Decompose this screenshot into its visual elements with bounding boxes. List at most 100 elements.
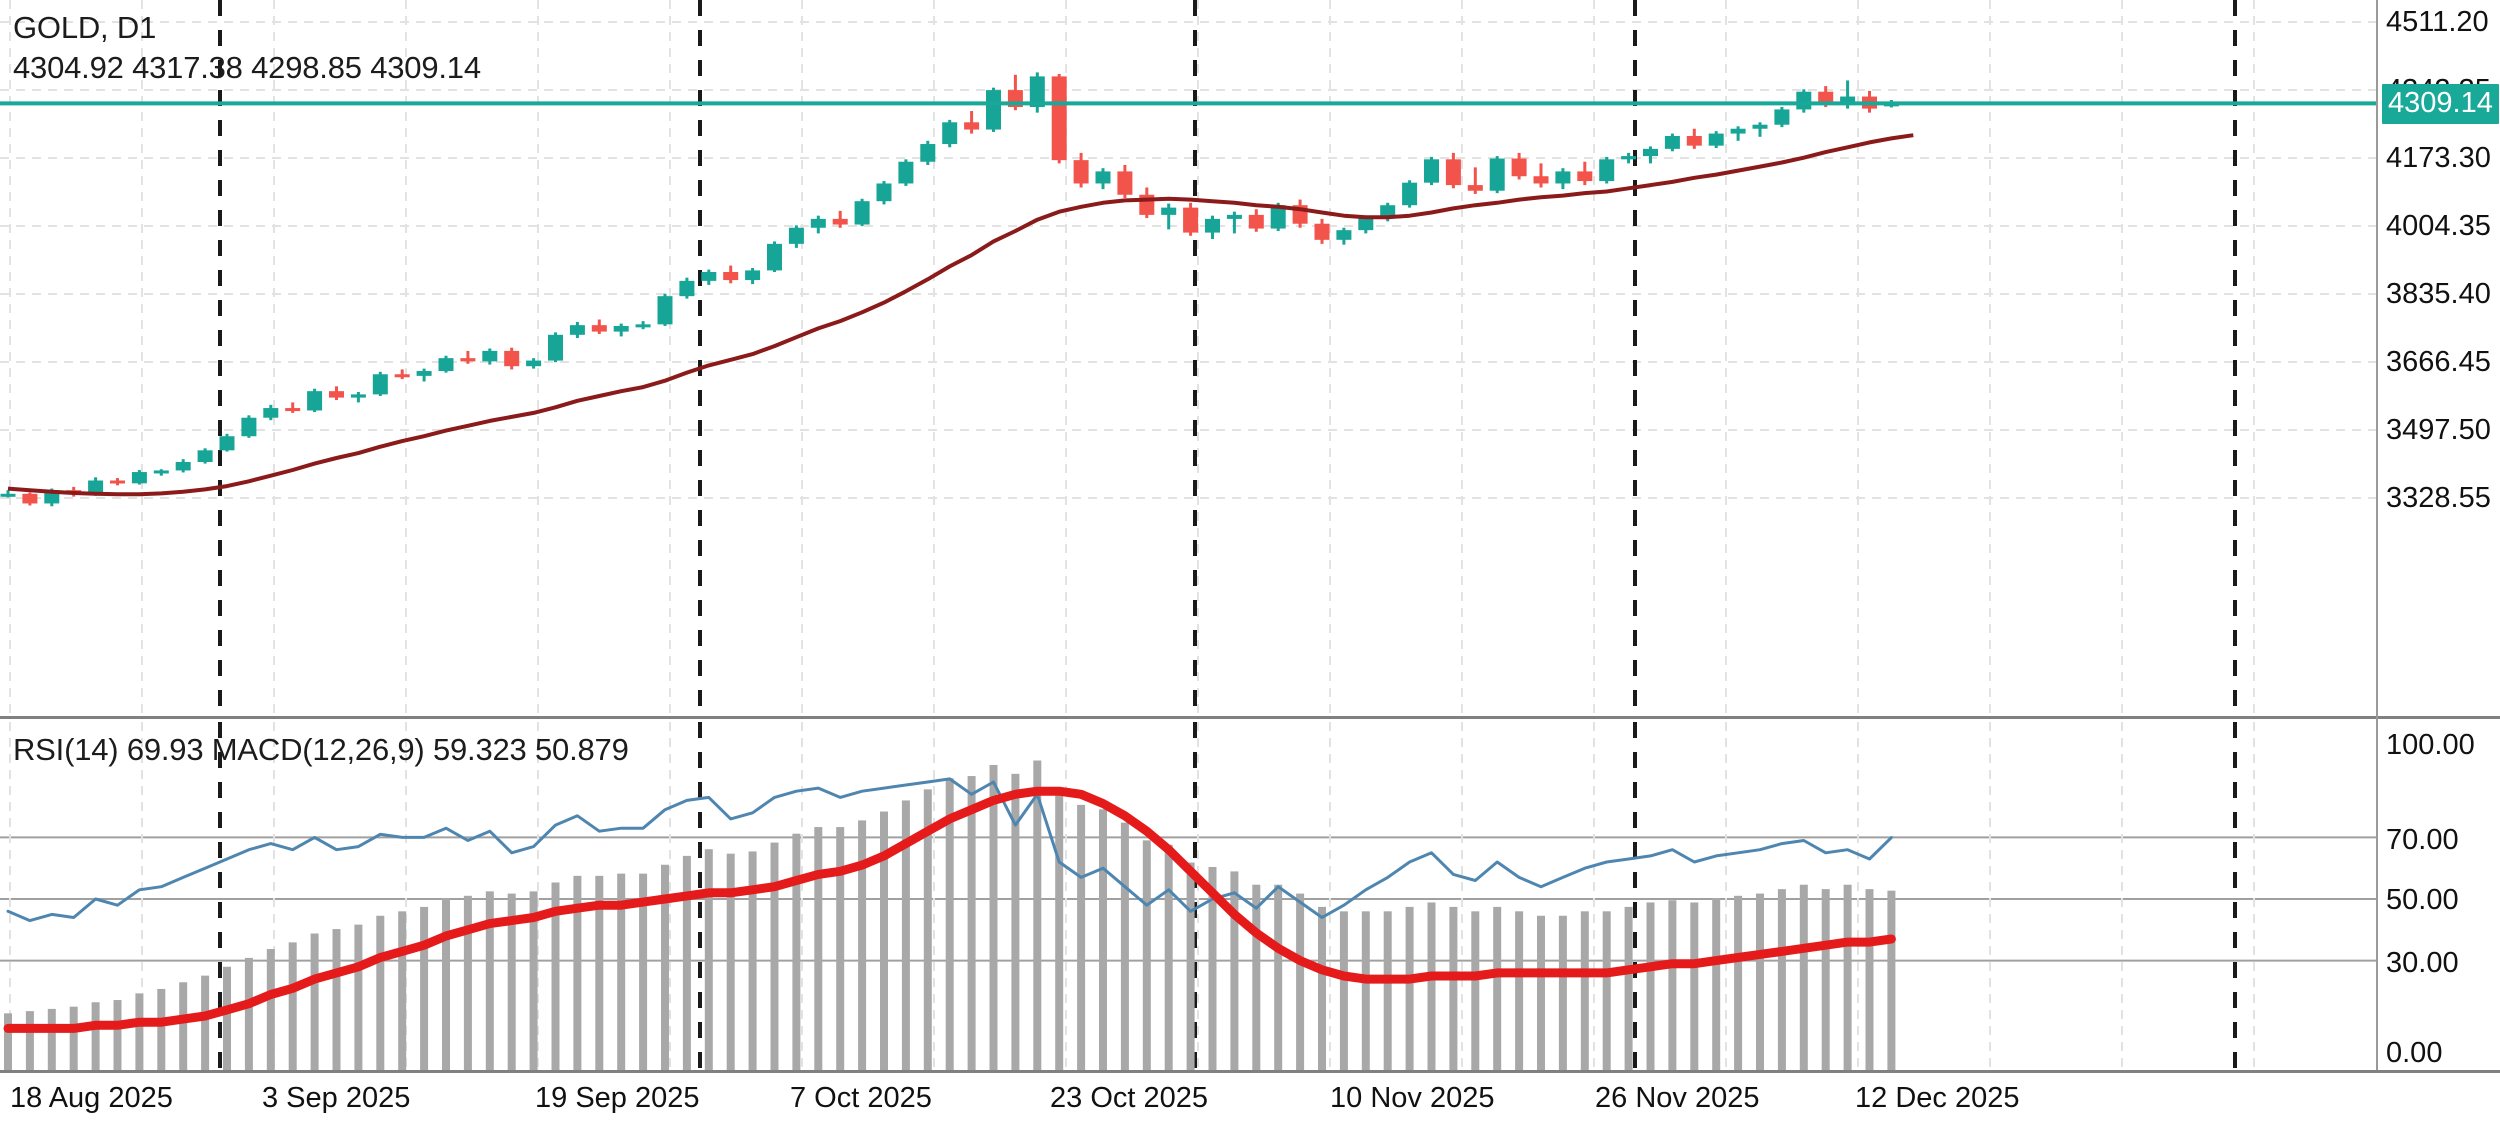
price-plot[interactable] bbox=[0, 0, 2500, 718]
candle-body bbox=[788, 227, 804, 244]
rsi-line bbox=[6, 777, 1893, 923]
x-axis-tick: 18 Aug 2025 bbox=[10, 1082, 173, 1114]
histogram-bar bbox=[858, 820, 867, 1071]
last-price-tag: 4309.14 bbox=[2382, 84, 2499, 125]
candle-body bbox=[1643, 148, 1658, 157]
histogram-bar bbox=[1471, 911, 1480, 1071]
histogram-bar bbox=[354, 924, 363, 1071]
candle-body bbox=[1840, 96, 1856, 103]
histogram-bar bbox=[682, 855, 691, 1071]
candle-body bbox=[1270, 205, 1286, 229]
histogram-bar bbox=[1055, 791, 1064, 1071]
histogram-bar bbox=[704, 849, 713, 1071]
histogram-bar bbox=[179, 982, 188, 1071]
histogram-bar bbox=[1493, 906, 1502, 1071]
candle-body bbox=[241, 417, 257, 437]
histogram-bar bbox=[1515, 911, 1524, 1071]
candle-body bbox=[285, 408, 301, 412]
histogram-bar bbox=[507, 893, 516, 1071]
histogram-bar bbox=[266, 949, 275, 1071]
candle-body bbox=[1424, 159, 1439, 183]
candle-body bbox=[1248, 214, 1264, 229]
candle-body bbox=[767, 243, 782, 271]
histogram-bar bbox=[47, 1008, 56, 1071]
candle-body bbox=[1051, 76, 1067, 161]
x-axis-tick: 7 Oct 2025 bbox=[790, 1082, 932, 1114]
histogram-bar bbox=[1296, 893, 1305, 1071]
candle-body bbox=[1445, 159, 1461, 186]
ohlc-values-label: 4304.92 4317.38 4298.85 4309.14 bbox=[13, 50, 481, 86]
candle-body bbox=[964, 122, 980, 130]
histogram-bar bbox=[442, 898, 450, 1071]
histogram-bar bbox=[901, 800, 910, 1071]
indicator-legend: RSI(14) 69.93 MACD(12,26,9) 59.323 50.87… bbox=[13, 732, 629, 767]
candle-body bbox=[1752, 124, 1768, 129]
candle-body bbox=[88, 480, 104, 495]
histogram-bar bbox=[463, 895, 472, 1071]
panel-separator bbox=[0, 716, 2500, 719]
candle-body bbox=[1467, 185, 1483, 191]
histogram-bar bbox=[1777, 889, 1786, 1071]
histogram-bar bbox=[661, 864, 669, 1071]
candle-body bbox=[1073, 160, 1089, 184]
x-axis-tick: 19 Sep 2025 bbox=[535, 1082, 700, 1114]
candle-body bbox=[416, 371, 432, 376]
candle-body bbox=[460, 358, 476, 362]
histogram-bar bbox=[223, 966, 231, 1071]
price-legend: GOLD, D1 4304.92 4317.38 4298.85 4309.14 bbox=[13, 8, 481, 89]
histogram-bar bbox=[1164, 844, 1173, 1071]
histogram-bar bbox=[420, 906, 429, 1071]
histogram-bar bbox=[25, 1011, 34, 1071]
x-axis-tick: 10 Nov 2025 bbox=[1330, 1082, 1495, 1114]
histogram-bar bbox=[1712, 898, 1721, 1071]
histogram-bar bbox=[1274, 884, 1283, 1071]
histogram-bar bbox=[1690, 902, 1699, 1071]
x-axis-tick: 12 Dec 2025 bbox=[1855, 1082, 2020, 1114]
candle-body bbox=[1511, 158, 1527, 177]
candle-body bbox=[723, 272, 739, 281]
candle-body bbox=[482, 350, 498, 362]
histogram-bar bbox=[770, 842, 779, 1071]
histogram-bar bbox=[617, 873, 626, 1071]
candle-body bbox=[810, 218, 826, 228]
histogram-bar bbox=[595, 875, 604, 1071]
indicator-panel[interactable] bbox=[0, 722, 2500, 1072]
x-axis-rule bbox=[0, 1070, 2500, 1073]
histogram-bar bbox=[1580, 911, 1589, 1071]
histogram-bar bbox=[1142, 840, 1151, 1071]
histogram-bar bbox=[485, 891, 494, 1071]
histogram-bar bbox=[69, 1006, 78, 1071]
histogram-bar bbox=[1033, 760, 1042, 1071]
histogram-bar bbox=[91, 1002, 100, 1071]
x-axis-tick: 26 Nov 2025 bbox=[1595, 1082, 1760, 1114]
candle-body bbox=[22, 493, 38, 504]
histogram-bar bbox=[1887, 890, 1896, 1071]
candle-body bbox=[526, 360, 542, 367]
price-panel[interactable] bbox=[0, 0, 2500, 718]
candle-body bbox=[372, 374, 388, 395]
candle-body bbox=[1489, 158, 1505, 191]
candle-body bbox=[1664, 135, 1680, 149]
histogram-bar bbox=[244, 957, 253, 1071]
candle-body bbox=[1599, 159, 1615, 182]
histogram-bar bbox=[1537, 915, 1545, 1071]
candle-body bbox=[920, 144, 936, 162]
candle-body bbox=[942, 122, 958, 145]
candle-body bbox=[438, 358, 454, 372]
histogram-bar bbox=[1230, 871, 1239, 1071]
histogram-bar bbox=[551, 882, 560, 1071]
candle-body bbox=[1161, 207, 1177, 215]
candle-body bbox=[1577, 171, 1593, 182]
candle-body bbox=[745, 270, 761, 281]
candle-body bbox=[110, 480, 125, 484]
candle-body bbox=[131, 472, 147, 484]
histogram-bar bbox=[573, 875, 582, 1071]
candlestick-series bbox=[0, 72, 1899, 507]
histogram-bar bbox=[1318, 906, 1326, 1071]
indicator-plot[interactable] bbox=[0, 722, 2500, 1072]
histogram-bar bbox=[1339, 911, 1348, 1071]
histogram-bar bbox=[529, 891, 538, 1071]
candle-body bbox=[1730, 128, 1746, 134]
histogram-bar bbox=[1186, 862, 1195, 1071]
